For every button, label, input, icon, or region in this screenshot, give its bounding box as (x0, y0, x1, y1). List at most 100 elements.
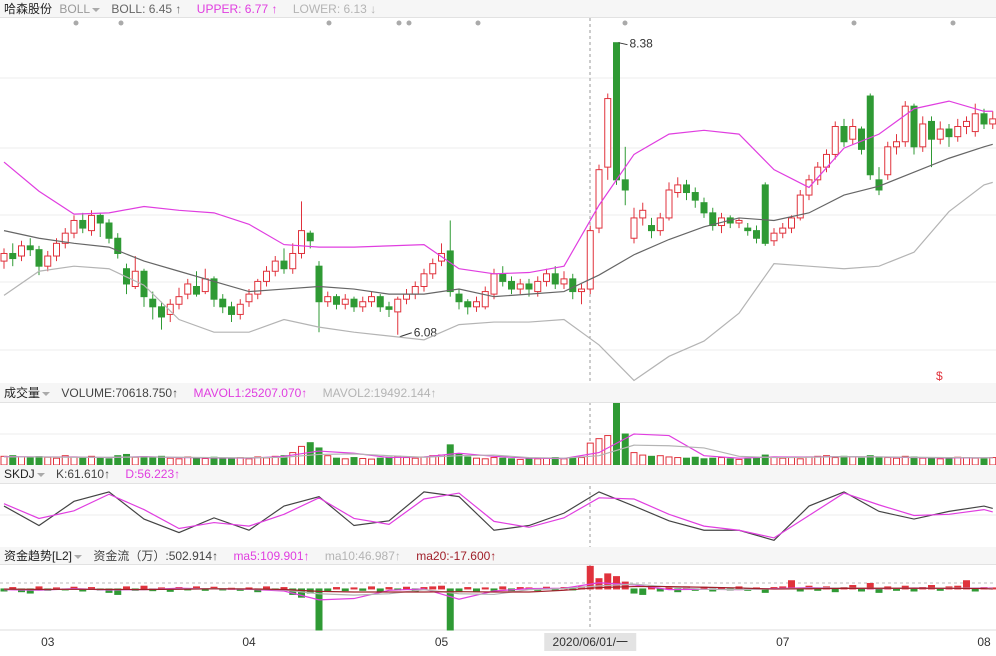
candle-body (490, 273, 498, 295)
series-line (3, 143, 993, 298)
legend-entry: 资金流（万）:502.914↑ (93, 549, 219, 563)
candle-body (411, 285, 419, 295)
candle-body (193, 285, 200, 295)
bar (858, 588, 865, 592)
bar (306, 442, 314, 466)
candle-body (306, 232, 314, 242)
bar (989, 457, 996, 466)
bar (385, 456, 393, 466)
candle-body (350, 298, 358, 308)
bar (525, 457, 533, 466)
bar (438, 585, 445, 590)
dropdown-icon[interactable] (36, 472, 45, 477)
bar (709, 457, 717, 466)
event-dot (326, 20, 332, 26)
candle-body (131, 270, 139, 287)
bar (359, 457, 367, 466)
bar (350, 587, 358, 590)
panel-title[interactable]: 成交量 (4, 386, 41, 400)
annotation: 6.08 (414, 326, 438, 340)
annotation: 8.38 (630, 37, 654, 51)
dropdown-icon[interactable] (42, 391, 51, 396)
dropdown-icon[interactable] (92, 7, 101, 12)
candle-body (884, 146, 892, 176)
bar (849, 456, 857, 466)
candle-body (665, 189, 673, 219)
indicator-select[interactable]: BOLL (59, 2, 91, 16)
panel-title[interactable]: SKDJ (4, 467, 35, 481)
candle-body (578, 288, 585, 293)
candle-body (508, 280, 515, 290)
bar (744, 458, 752, 466)
legend-entry: K:61.610↑ (56, 467, 111, 481)
bar (96, 457, 104, 466)
x-tick-label: 07 (776, 635, 790, 649)
bar (656, 455, 664, 466)
candle-body (744, 227, 752, 232)
bar (280, 587, 288, 590)
bar (726, 458, 734, 466)
candle-body (910, 105, 918, 148)
bar (963, 457, 970, 466)
candle-body (499, 273, 507, 282)
candle-body (551, 273, 559, 285)
candle-body (683, 184, 690, 194)
event-dot (475, 20, 481, 26)
bar (228, 457, 235, 466)
candle-body (61, 232, 69, 244)
bar (324, 455, 332, 466)
bar (175, 458, 183, 466)
candle-body (831, 126, 839, 155)
bar (35, 456, 43, 466)
bar (131, 456, 139, 466)
bar (429, 586, 437, 590)
bar (884, 457, 892, 466)
panel-title[interactable]: 资金趋势[L2] (4, 549, 73, 563)
candle-body (403, 293, 410, 300)
bar (928, 457, 935, 466)
bar (315, 588, 323, 631)
candle-body (420, 273, 428, 287)
candle-body (210, 278, 218, 300)
bar (858, 457, 865, 466)
series-line (3, 100, 993, 275)
bar (499, 457, 507, 466)
candle-body (481, 291, 489, 308)
bar (971, 588, 979, 592)
bar (105, 458, 113, 466)
candle-body (0, 252, 8, 262)
candle-body (219, 298, 227, 308)
bar (464, 587, 472, 590)
bar (245, 458, 253, 466)
bar (149, 457, 157, 466)
bar (919, 457, 927, 466)
bar (70, 456, 78, 466)
candle-body (621, 179, 629, 191)
candle-body (394, 298, 402, 313)
candle-body (376, 296, 384, 308)
event-markers (73, 20, 956, 26)
legend-entry: VOLUME:70618.750↑ (61, 386, 179, 400)
bar (980, 458, 988, 466)
bar (665, 587, 673, 590)
dropdown-icon[interactable] (74, 554, 83, 559)
candle-body (26, 245, 34, 251)
bar (481, 458, 489, 466)
candle-body (569, 278, 577, 293)
legend-entry: ma20:-17.600↑ (416, 549, 497, 563)
candle-body (945, 128, 953, 138)
bar (350, 457, 358, 466)
bar (639, 454, 647, 466)
candle-body (228, 306, 235, 315)
candle-body (648, 225, 655, 232)
candle-body (770, 232, 778, 242)
bar (831, 457, 839, 466)
bar (123, 586, 130, 590)
candle-body (849, 126, 857, 140)
bar (586, 565, 594, 590)
bar (805, 456, 813, 466)
candle-body (613, 42, 620, 181)
candle-body (919, 123, 927, 148)
bar (0, 455, 8, 466)
